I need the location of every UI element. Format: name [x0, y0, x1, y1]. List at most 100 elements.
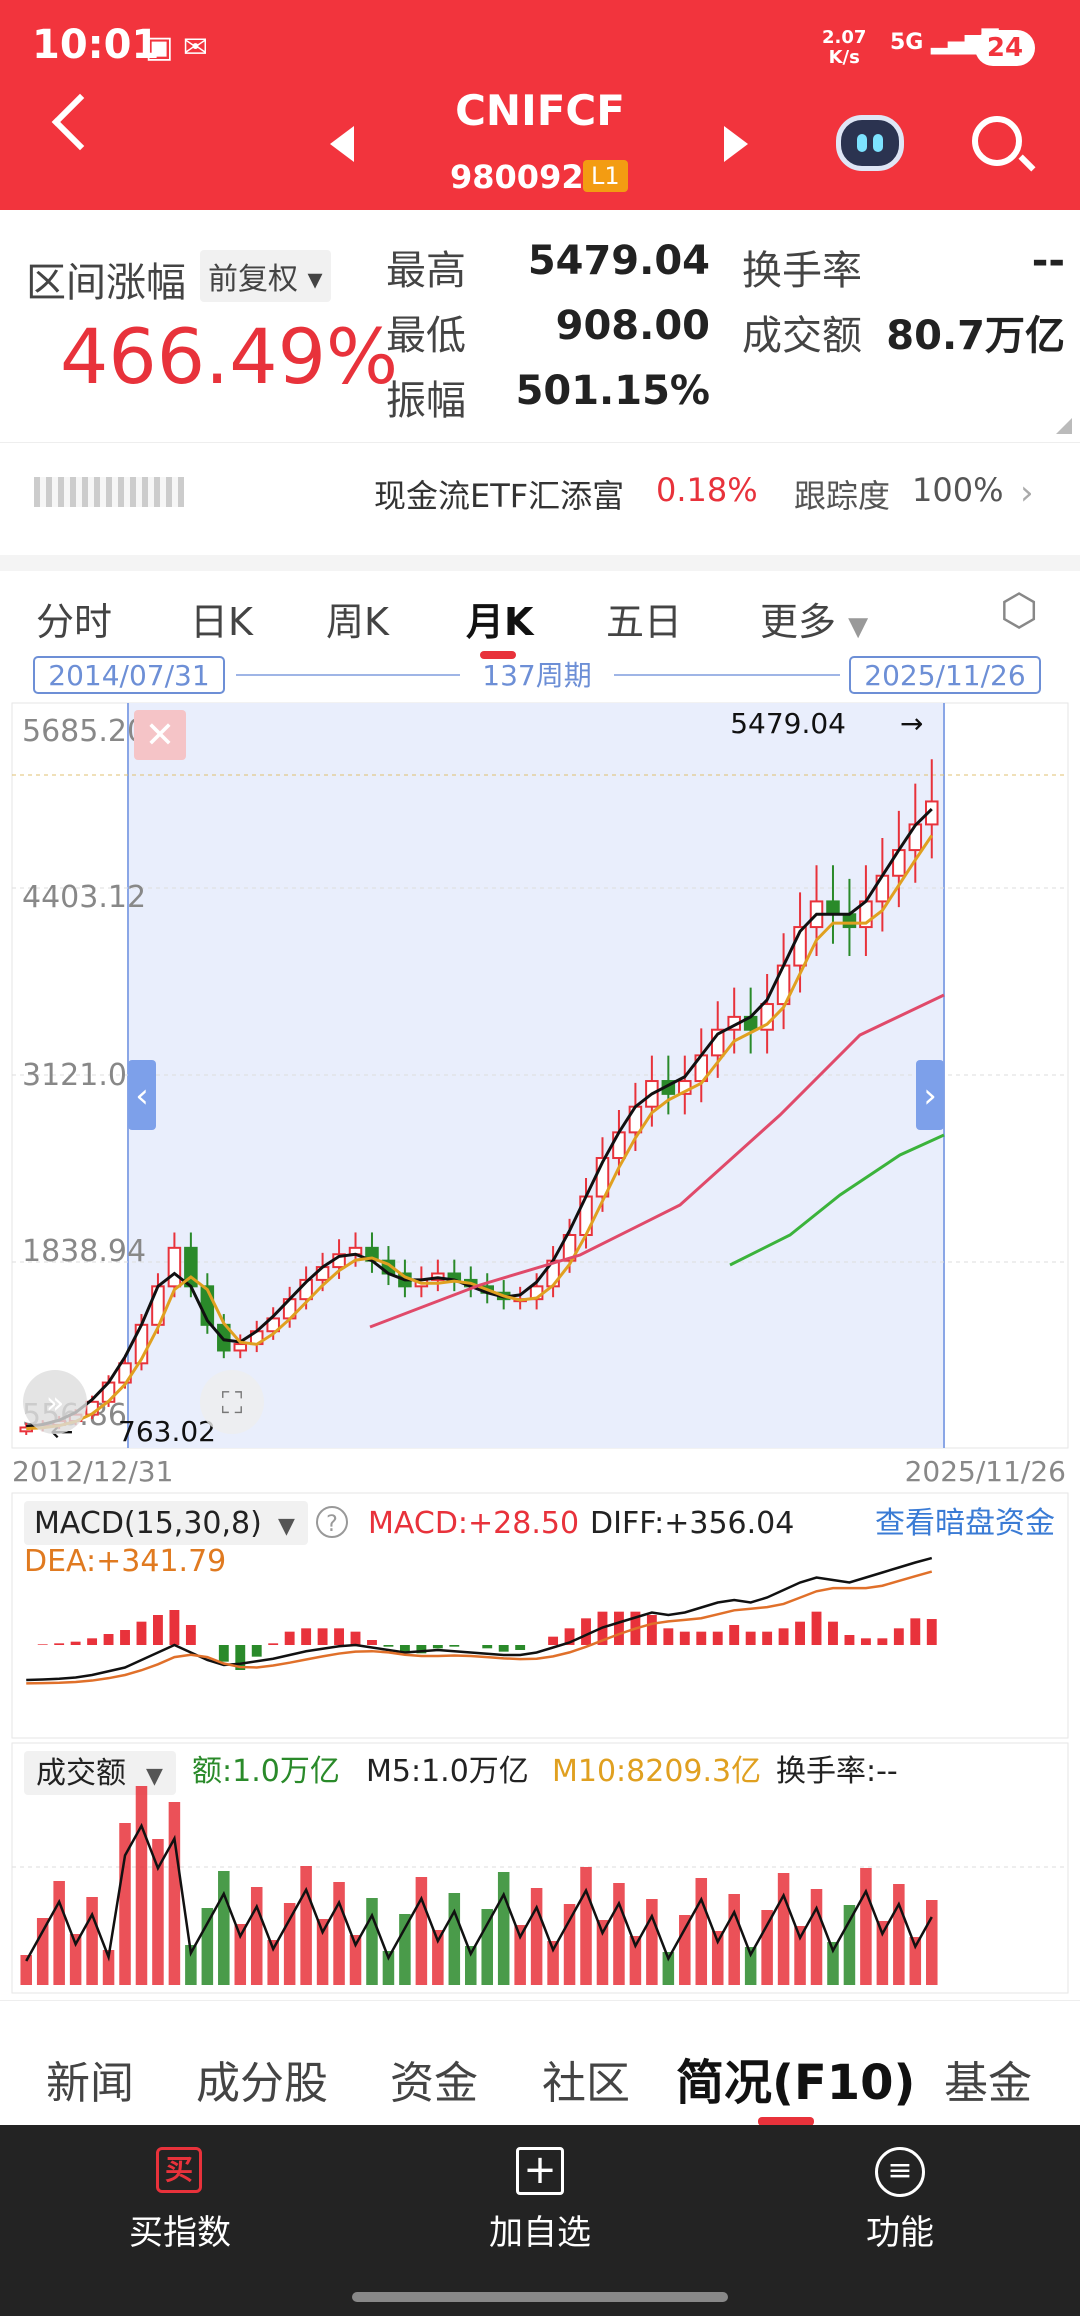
macd-bar [926, 1619, 937, 1645]
dark-pool-link[interactable]: 查看暗盘资金 [875, 1506, 1055, 1541]
prev-stock-icon[interactable] [330, 126, 354, 162]
clear-selection-button[interactable] [134, 710, 186, 760]
tab-community[interactable]: 社区 [542, 2058, 630, 2109]
tab-day-k[interactable]: 日K [190, 600, 253, 644]
help-icon[interactable] [316, 1506, 348, 1538]
add-icon[interactable]: + [516, 2147, 564, 2195]
right-handle[interactable] [916, 1060, 944, 1130]
dea-line [26, 1570, 933, 1685]
volume-bar [300, 1866, 312, 1985]
volume-dropdown[interactable] [24, 1751, 176, 1795]
volume-bar [530, 1888, 543, 1985]
adjust-dropdown[interactable]: 前复权 ▾ [200, 250, 331, 302]
vol-m10: M10:8209.3亿 [552, 1754, 761, 1789]
macd-bar [87, 1638, 98, 1645]
track-value: 100% [912, 471, 1004, 509]
macd-bar [762, 1631, 773, 1645]
volume-bar [711, 1931, 724, 1985]
candle [612, 1131, 626, 1160]
volume-bars [20, 1786, 938, 1985]
status-time: 10:01 [32, 22, 160, 68]
amp-value: 501.15% [515, 368, 710, 414]
macd-bar [153, 1615, 163, 1645]
ytick-3: 1838.94 [22, 1234, 146, 1269]
chart-svg[interactable]: 2014/07/31 137周期 2025/11/26 5685.20 4403… [0, 645, 1080, 2000]
volume-bar [448, 1893, 461, 1985]
macd-bar [235, 1645, 246, 1670]
battery-icon: 24 [975, 30, 1035, 66]
menu-icon[interactable]: ≡ [875, 2147, 925, 2197]
high-label: 最高 [386, 248, 466, 294]
macd-bar [70, 1641, 81, 1645]
volume-bar [415, 1877, 428, 1985]
volume-bar [827, 1942, 839, 1985]
tab-fenshi[interactable]: 分时 [36, 600, 113, 644]
range-start: 2014/07/31 [48, 659, 209, 692]
macd-bar [399, 1645, 410, 1654]
macd-bar [893, 1628, 904, 1645]
macd-dropdown[interactable] [24, 1501, 308, 1545]
tab-components[interactable]: 成分股 [196, 2058, 328, 2109]
settings-icon[interactable]: ⬡ [1000, 585, 1039, 636]
tab-f10[interactable]: 简况(F10) [676, 2055, 916, 2111]
dropdown-icon: ▼ [278, 1514, 295, 1539]
buy-index-button[interactable]: 买指数 [129, 2213, 231, 2253]
macd-bar [564, 1628, 575, 1645]
volume-bar [695, 1878, 708, 1985]
volume-label: 成交额 [742, 313, 862, 359]
range-end: 2025/11/26 [864, 659, 1025, 692]
range-start-box[interactable] [33, 656, 225, 694]
close-icon: ✕ [145, 715, 175, 756]
left-handle[interactable] [128, 1060, 156, 1130]
add-watchlist-button[interactable]: 加自选 [489, 2213, 591, 2253]
volume-bar [596, 1920, 609, 1985]
macd-bar [317, 1628, 328, 1645]
function-button[interactable]: 功能 [866, 2213, 934, 2253]
tab-week-k[interactable]: 周K [326, 600, 389, 644]
range-end-box[interactable] [849, 656, 1041, 694]
volume-bar [53, 1881, 65, 1985]
chart-area[interactable]: 2014/07/31 137周期 2025/11/26 5685.20 4403… [0, 645, 1080, 2000]
volume-bar [613, 1883, 625, 1985]
tab-funds[interactable]: 资金 [390, 2058, 478, 2109]
macd-bar [877, 1638, 888, 1645]
macd-bar [416, 1645, 427, 1654]
volume-bar [563, 1904, 576, 1985]
tab-month-k[interactable]: 月K [466, 600, 534, 644]
stock-code: 980092 [450, 158, 584, 196]
macd-bar [449, 1645, 460, 1647]
macd-bar [614, 1611, 624, 1645]
robot-assistant-icon[interactable] [836, 115, 904, 171]
volume-bar [843, 1905, 856, 1985]
tab-five-day[interactable]: 五日 [606, 600, 683, 644]
tab-more[interactable]: 更多 ▼ [760, 600, 869, 644]
volume-bar [382, 1951, 395, 1985]
fullscreen-button[interactable] [200, 1370, 264, 1434]
macd-bar [268, 1643, 279, 1645]
expand-left-button[interactable] [23, 1370, 87, 1434]
search-icon[interactable] [972, 116, 1022, 166]
high-value: 5479.04 [527, 238, 710, 284]
back-icon[interactable] [51, 93, 109, 151]
expand-corner-icon[interactable] [1056, 418, 1072, 434]
buy-icon[interactable]: 买 [156, 2147, 202, 2193]
home-indicator[interactable] [352, 2292, 728, 2302]
volume-bar [860, 1868, 872, 1985]
volume-bar [876, 1921, 889, 1985]
low-value: 908.00 [555, 303, 710, 349]
bottom-tabs: 新闻 成分股 资金 社区 简况(F10) 基金 [0, 2000, 1080, 2126]
macd-bar [54, 1643, 65, 1645]
tab-fund[interactable]: 基金 [944, 2058, 1032, 2109]
macd-bar [498, 1645, 509, 1652]
macd-bar [301, 1628, 312, 1645]
fullscreen-icon: ⛶ [222, 1386, 243, 1421]
tab-news[interactable]: 新闻 [46, 2058, 134, 2109]
turnover-value: -- [1031, 238, 1065, 284]
macd-bar [712, 1631, 723, 1645]
low-label: 最低 [386, 313, 466, 359]
page-title: CNIFCF [455, 86, 625, 135]
macd-bar [860, 1638, 871, 1645]
next-stock-icon[interactable] [724, 126, 748, 162]
volume-bar [777, 1873, 790, 1985]
etf-row[interactable]: 现金流ETF汇添富 0.18% 跟踪度 100% › [0, 442, 1080, 542]
